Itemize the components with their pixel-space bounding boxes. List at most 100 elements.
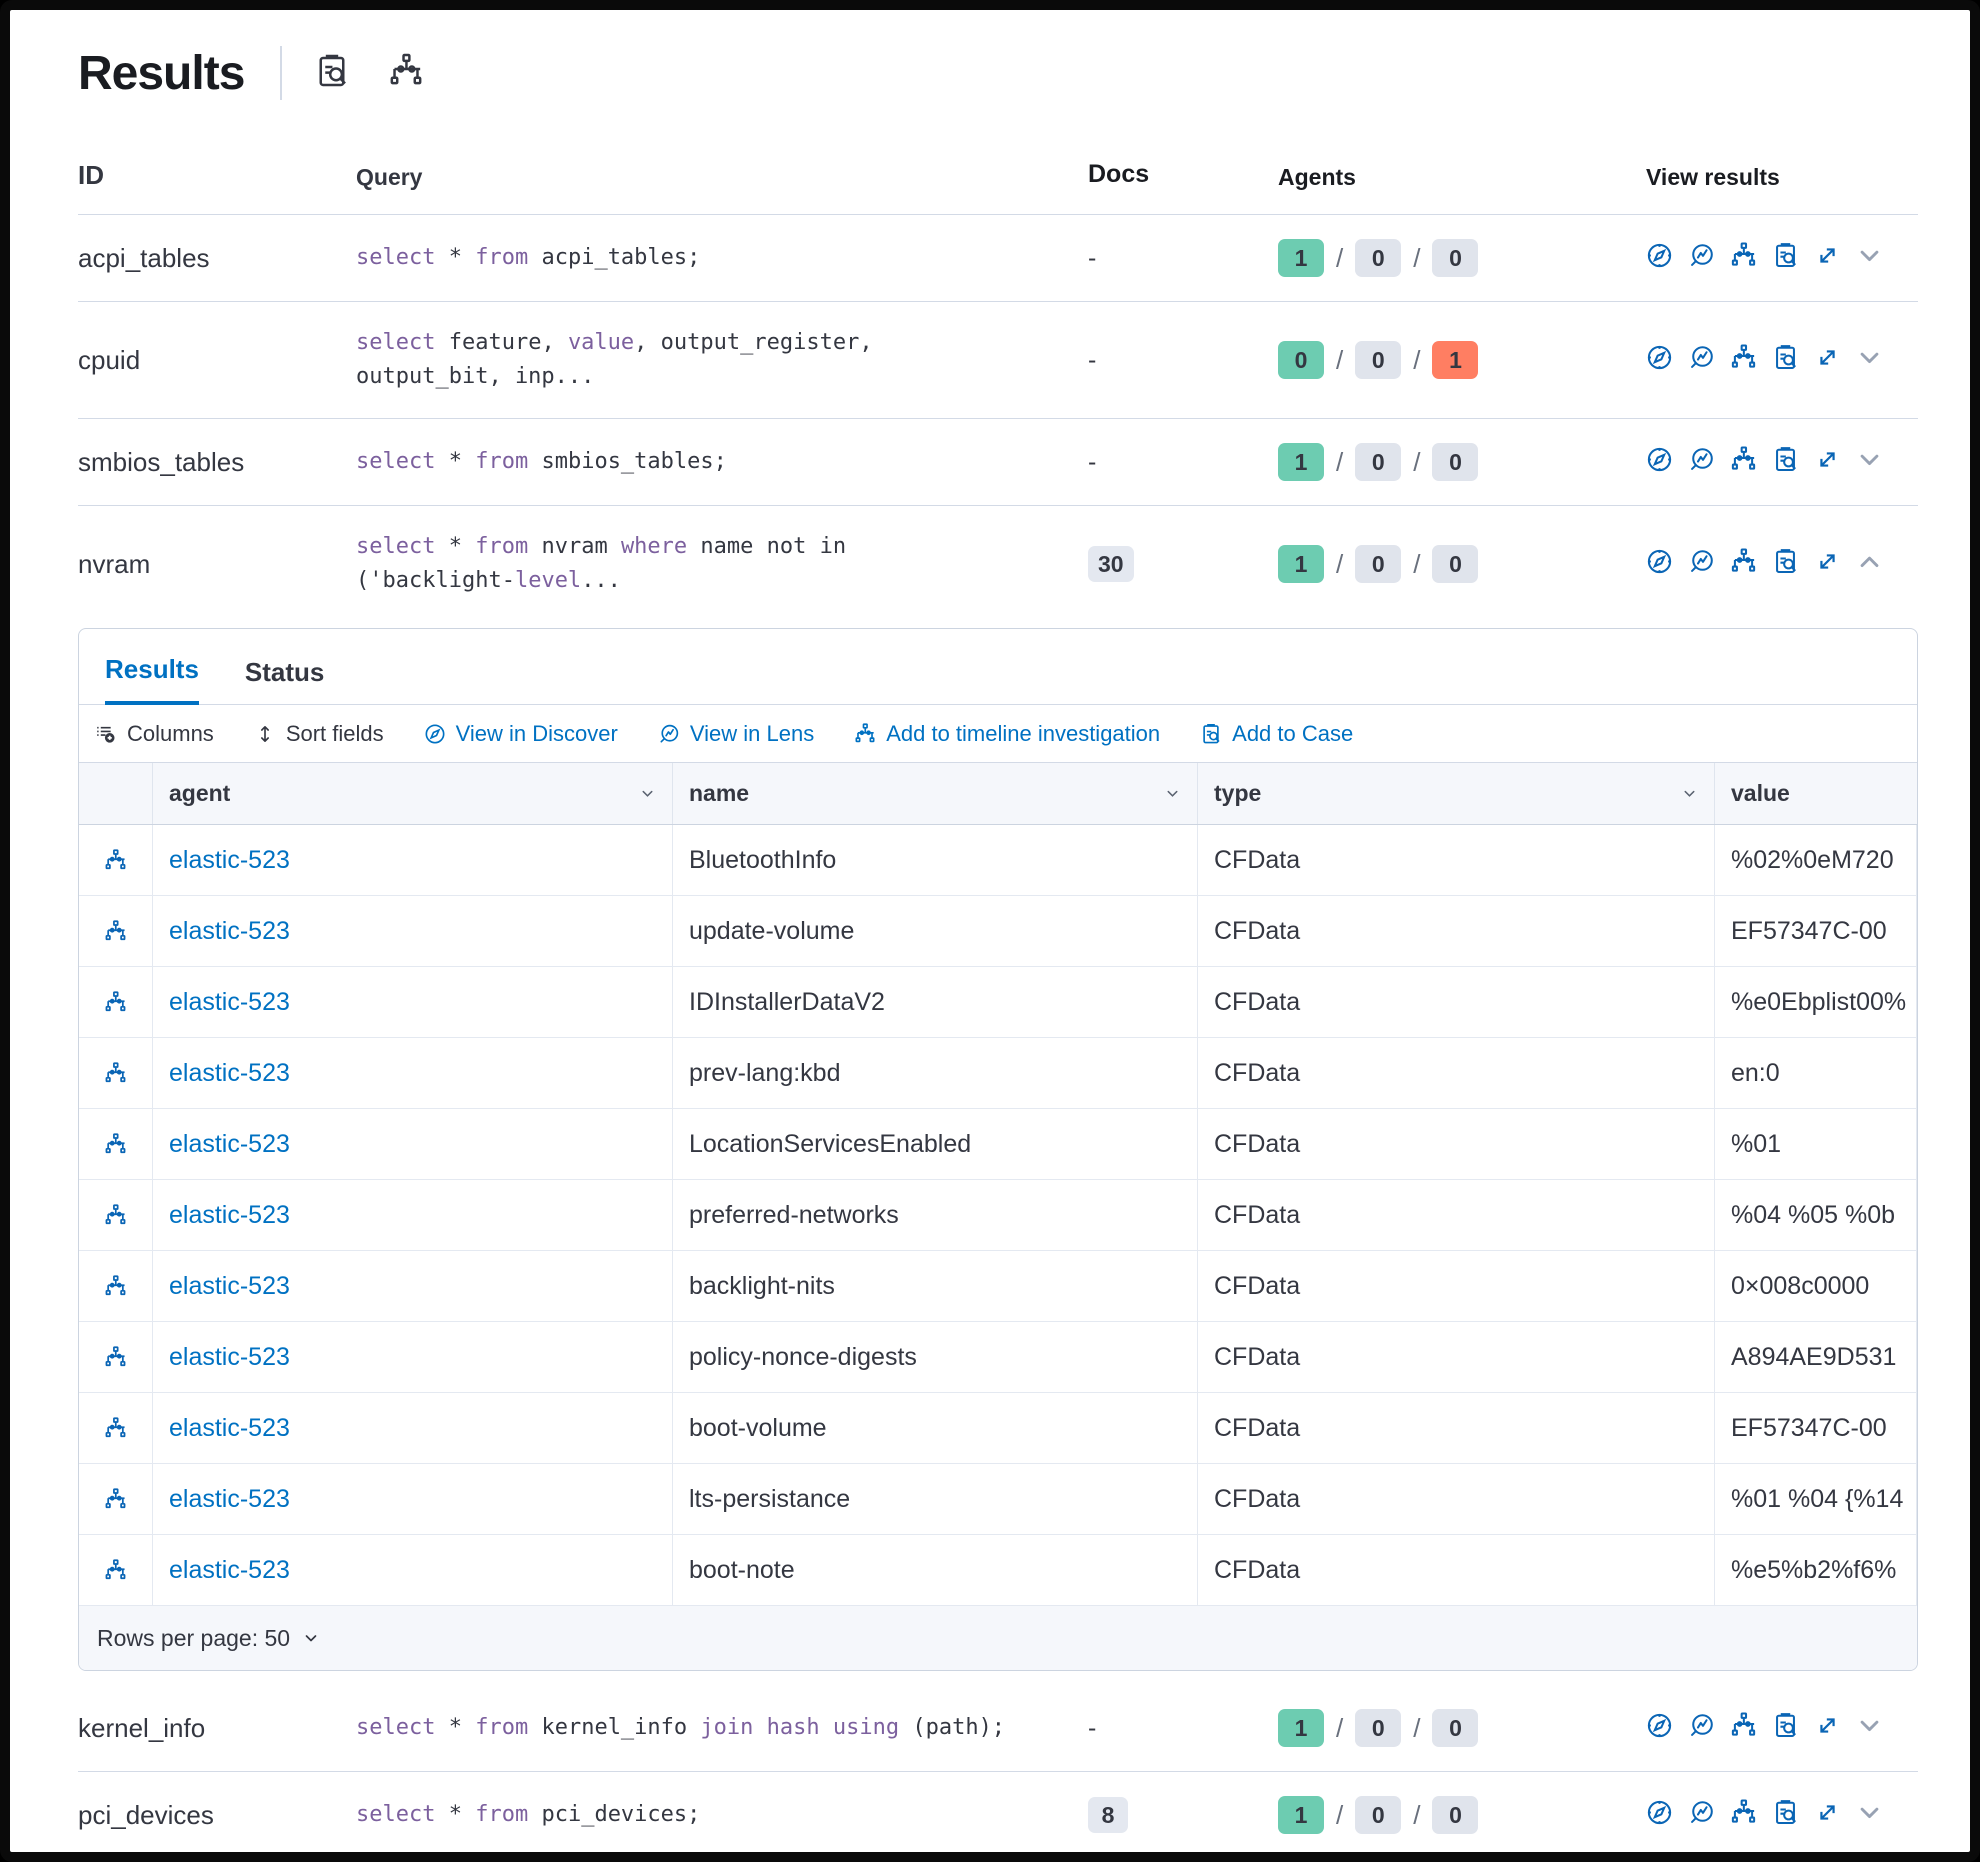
agents-pending-badge: 0 bbox=[1355, 341, 1402, 379]
discover-compass-icon[interactable] bbox=[1646, 242, 1673, 274]
agents-pending-badge: 0 bbox=[1355, 545, 1402, 583]
rows-per-page[interactable]: Rows per page: 50 bbox=[79, 1606, 1917, 1670]
agent-link[interactable]: elastic-523 bbox=[169, 1271, 290, 1300]
agent-link[interactable]: elastic-523 bbox=[169, 916, 290, 945]
lens-icon[interactable] bbox=[1688, 446, 1715, 478]
type-cell: CFData bbox=[1198, 825, 1715, 895]
lens-icon[interactable] bbox=[1688, 344, 1715, 376]
chevron-down-icon[interactable] bbox=[1856, 242, 1883, 274]
agent-link[interactable]: elastic-523 bbox=[169, 1484, 290, 1513]
discover-compass-icon[interactable] bbox=[1646, 548, 1673, 580]
agent-link[interactable]: elastic-523 bbox=[169, 845, 290, 874]
col-agent[interactable]: agent bbox=[153, 763, 673, 824]
timeline-graph-icon[interactable] bbox=[1730, 1712, 1757, 1744]
agent-link[interactable]: elastic-523 bbox=[169, 987, 290, 1016]
expand-fullscreen-icon[interactable] bbox=[1814, 242, 1841, 274]
docs-count: - bbox=[1088, 1713, 1097, 1742]
query-id: kernel_info bbox=[78, 1712, 206, 1743]
grid-toolbar: Columns Sort fields View in Discover bbox=[79, 705, 1917, 763]
add-to-timeline-button[interactable]: Add to timeline investigation bbox=[854, 721, 1160, 747]
case-clipboard-search-icon[interactable] bbox=[1772, 344, 1799, 376]
row-timeline-icon[interactable] bbox=[79, 825, 153, 895]
case-clipboard-search-icon[interactable] bbox=[1772, 548, 1799, 580]
view-results-actions bbox=[1646, 1799, 1918, 1831]
row-timeline-icon[interactable] bbox=[79, 896, 153, 966]
case-clipboard-search-icon[interactable] bbox=[1772, 242, 1799, 274]
chevron-down-icon[interactable] bbox=[1856, 344, 1883, 376]
col-name[interactable]: name bbox=[673, 763, 1198, 824]
agents-success-badge: 1 bbox=[1278, 1796, 1324, 1834]
timeline-graph-icon[interactable] bbox=[388, 53, 424, 94]
lens-icon[interactable] bbox=[1688, 242, 1715, 274]
columns-button[interactable]: Columns bbox=[95, 721, 214, 747]
row-timeline-icon[interactable] bbox=[79, 967, 153, 1037]
tab-status[interactable]: Status bbox=[244, 657, 325, 687]
timeline-graph-icon[interactable] bbox=[1730, 446, 1757, 478]
docs-count: 8 bbox=[1088, 1797, 1278, 1833]
tab-results[interactable]: Results bbox=[105, 654, 199, 705]
expand-fullscreen-icon[interactable] bbox=[1814, 548, 1841, 580]
discover-compass-icon[interactable] bbox=[1646, 1799, 1673, 1831]
slash-separator: / bbox=[1336, 548, 1344, 579]
row-timeline-icon[interactable] bbox=[79, 1038, 153, 1108]
timeline-graph-icon[interactable] bbox=[1730, 1799, 1757, 1831]
timeline-graph-icon[interactable] bbox=[1730, 344, 1757, 376]
chevron-down-icon[interactable] bbox=[1856, 1799, 1883, 1831]
value-cell: A894AE9D531 bbox=[1715, 1322, 1917, 1392]
nvram-name-cell: preferred-networks bbox=[673, 1180, 1198, 1250]
case-clipboard-search-icon[interactable] bbox=[1772, 1799, 1799, 1831]
type-cell: CFData bbox=[1198, 1322, 1715, 1392]
timeline-graph-icon[interactable] bbox=[1730, 548, 1757, 580]
col-id: ID bbox=[78, 160, 104, 190]
lens-icon[interactable] bbox=[1688, 548, 1715, 580]
slash-separator: / bbox=[1413, 548, 1421, 579]
row-timeline-icon[interactable] bbox=[79, 1464, 153, 1534]
add-to-case-button[interactable]: Add to Case bbox=[1200, 721, 1353, 747]
view-in-lens-button[interactable]: View in Lens bbox=[658, 721, 814, 747]
agent-link[interactable]: elastic-523 bbox=[169, 1129, 290, 1158]
timeline-graph-icon[interactable] bbox=[1730, 242, 1757, 274]
case-clipboard-search-icon[interactable] bbox=[314, 53, 350, 94]
discover-compass-icon[interactable] bbox=[1646, 1712, 1673, 1744]
case-clipboard-search-icon[interactable] bbox=[1772, 446, 1799, 478]
chevron-up-icon[interactable] bbox=[1856, 548, 1883, 580]
sort-fields-button[interactable]: Sort fields bbox=[254, 721, 384, 747]
lens-icon[interactable] bbox=[1688, 1799, 1715, 1831]
col-type[interactable]: type bbox=[1198, 763, 1715, 824]
discover-compass-icon[interactable] bbox=[1646, 344, 1673, 376]
chevron-down-icon[interactable] bbox=[1856, 446, 1883, 478]
agents-success-badge: 1 bbox=[1278, 1709, 1324, 1747]
agent-link[interactable]: elastic-523 bbox=[169, 1200, 290, 1229]
table-row: elastic-523 preferred-networks CFData %0… bbox=[79, 1180, 1917, 1251]
agent-link[interactable]: elastic-523 bbox=[169, 1342, 290, 1371]
expand-fullscreen-icon[interactable] bbox=[1814, 344, 1841, 376]
row-timeline-icon[interactable] bbox=[79, 1180, 153, 1250]
row-timeline-icon[interactable] bbox=[79, 1251, 153, 1321]
row-timeline-icon[interactable] bbox=[79, 1322, 153, 1392]
type-cell: CFData bbox=[1198, 1393, 1715, 1463]
nvram-expanded-panel: Results Status Columns Sort fields bbox=[78, 628, 1918, 1671]
row-timeline-icon[interactable] bbox=[79, 1535, 153, 1605]
query-result-row: pci_devices select * from pci_devices; 8… bbox=[78, 1772, 1918, 1852]
col-value[interactable]: value bbox=[1731, 780, 1790, 806]
chevron-down-icon bbox=[1684, 790, 1695, 797]
expand-fullscreen-icon[interactable] bbox=[1814, 446, 1841, 478]
discover-compass-icon[interactable] bbox=[1646, 446, 1673, 478]
page-title: Results bbox=[78, 46, 245, 100]
docs-count-badge: 30 bbox=[1088, 546, 1134, 582]
agents-pending-badge: 0 bbox=[1355, 443, 1402, 481]
view-in-discover-button[interactable]: View in Discover bbox=[424, 721, 618, 747]
expand-fullscreen-icon[interactable] bbox=[1814, 1712, 1841, 1744]
chevron-down-icon bbox=[642, 790, 653, 797]
lens-icon[interactable] bbox=[1688, 1712, 1715, 1744]
row-timeline-icon[interactable] bbox=[79, 1393, 153, 1463]
agents-success-badge: 1 bbox=[1278, 545, 1324, 583]
table-row: elastic-523 backlight-nits CFData 0×008c… bbox=[79, 1251, 1917, 1322]
case-clipboard-search-icon[interactable] bbox=[1772, 1712, 1799, 1744]
agent-link[interactable]: elastic-523 bbox=[169, 1413, 290, 1442]
chevron-down-icon[interactable] bbox=[1856, 1712, 1883, 1744]
agent-link[interactable]: elastic-523 bbox=[169, 1058, 290, 1087]
row-timeline-icon[interactable] bbox=[79, 1109, 153, 1179]
expand-fullscreen-icon[interactable] bbox=[1814, 1799, 1841, 1831]
agent-link[interactable]: elastic-523 bbox=[169, 1555, 290, 1584]
